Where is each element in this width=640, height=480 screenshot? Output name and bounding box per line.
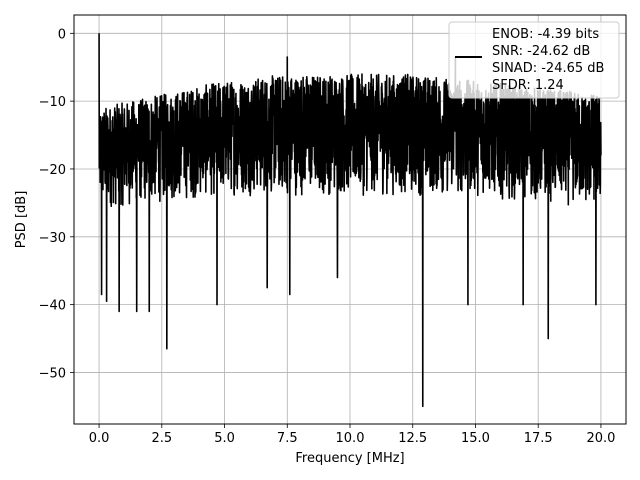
y-tick-label: −10 <box>39 95 66 110</box>
y-axis-label: PSD [dB] <box>14 191 29 249</box>
x-tick-label: 5.0 <box>214 431 235 446</box>
x-tick-label: 15.0 <box>461 431 490 446</box>
y-axis-ticks: 0 −10 −20 −30 −40 −50 <box>39 27 74 381</box>
y-tick-label: −40 <box>39 299 66 314</box>
x-axis-ticks: 0.0 2.5 5.0 7.5 10.0 12.5 15.0 17.5 20.0 <box>89 424 615 446</box>
x-tick-label: 20.0 <box>586 431 615 446</box>
x-tick-label: 12.5 <box>398 431 427 446</box>
y-tick-label: −20 <box>39 163 66 178</box>
x-tick-label: 2.5 <box>151 431 172 446</box>
legend-box <box>448 21 620 99</box>
legend-entry: ENOB: -4.39 bits <box>492 27 599 42</box>
y-tick-label: −30 <box>39 231 66 246</box>
x-tick-label: 10.0 <box>336 431 365 446</box>
legend-entry: SFDR: 1.24 <box>492 78 564 93</box>
psd-line <box>98 33 602 408</box>
legend-entry: SNR: -24.62 dB <box>492 44 590 59</box>
legend-entry: SINAD: -24.65 dB <box>492 61 604 76</box>
legend-entries: ENOB: -4.39 bits SNR: -24.62 dB SINAD: -24… <box>492 27 604 93</box>
x-axis-label: Frequency [MHz] <box>295 451 404 466</box>
x-tick-label: 0.0 <box>89 431 110 446</box>
x-tick-label: 17.5 <box>524 431 553 446</box>
legend: ENOB: -4.39 bits SNR: -24.62 dB SINAD: -24… <box>448 21 620 99</box>
y-tick-label: −50 <box>39 366 66 381</box>
x-tick-label: 7.5 <box>277 431 298 446</box>
psd-series <box>98 33 602 408</box>
y-tick-label: 0 <box>58 27 66 42</box>
